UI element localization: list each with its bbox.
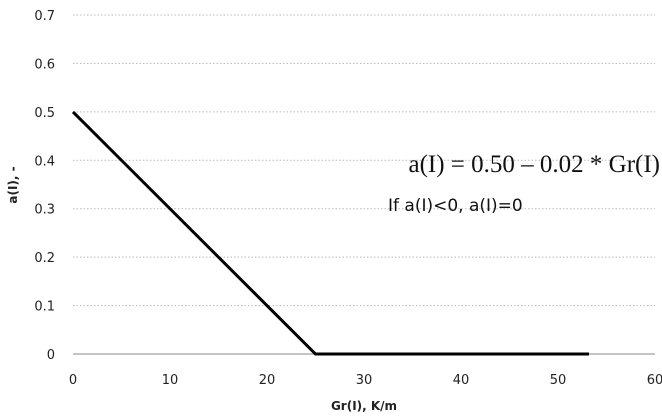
x-axis-title: Gr(I), K/m bbox=[331, 399, 397, 413]
x-tick-label-1: 10 bbox=[162, 373, 179, 388]
y-tick-label-4: 0.4 bbox=[34, 154, 55, 169]
x-tick-label-3: 30 bbox=[356, 373, 373, 388]
y-tick-label-2: 0.2 bbox=[34, 251, 55, 266]
y-tick-label-5: 0.5 bbox=[34, 106, 55, 121]
x-tick-label-0: 0 bbox=[69, 373, 77, 388]
y-tick-label-6: 0.6 bbox=[34, 57, 55, 72]
y-tick-label-0: 0 bbox=[47, 348, 55, 363]
y-tick-label-1: 0.1 bbox=[34, 300, 55, 315]
formula-annotation: a(I) = 0.50 – 0.02 * Gr(I) bbox=[408, 151, 660, 178]
x-tick-labels: 0 10 20 30 40 50 60 bbox=[69, 373, 662, 388]
series-group bbox=[71, 110, 589, 356]
x-tick-label-5: 50 bbox=[550, 373, 567, 388]
y-axis-title: a(I), - bbox=[6, 166, 20, 203]
condition-annotation: If a(I)<0, a(I)=0 bbox=[388, 196, 523, 216]
grid-lines bbox=[73, 14, 655, 307]
x-tick-label-6: 60 bbox=[647, 373, 662, 388]
y-tick-label-3: 0.3 bbox=[34, 203, 55, 218]
y-tick-labels: 0 0.1 0.2 0.3 0.4 0.5 0.6 0.7 bbox=[34, 9, 55, 363]
x-tick-label-4: 40 bbox=[453, 373, 470, 388]
y-tick-label-7: 0.7 bbox=[34, 9, 55, 24]
x-tick-label-2: 20 bbox=[259, 373, 276, 388]
series-line-0 bbox=[71, 110, 589, 356]
